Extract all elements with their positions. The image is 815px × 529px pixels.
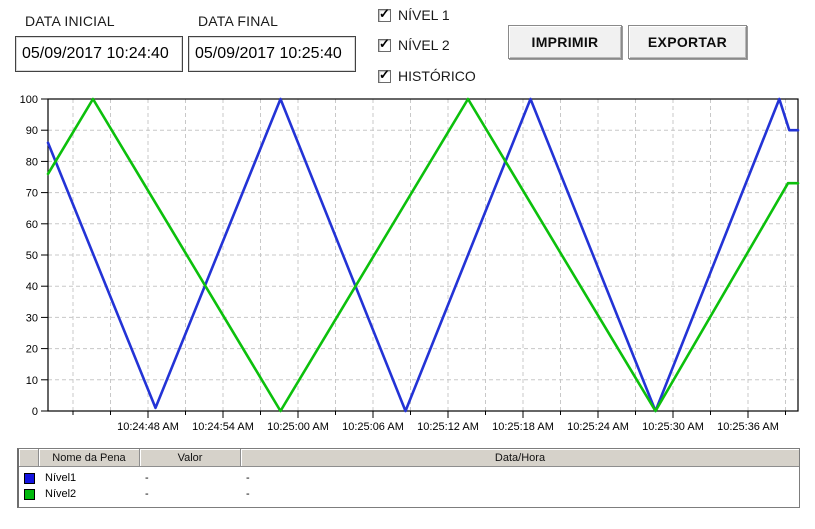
svg-text:10:24:48 AM: 10:24:48 AM [117, 421, 179, 433]
svg-text:30: 30 [26, 312, 38, 324]
pen-datetime: - [246, 488, 250, 500]
pen-name: Nível2 [45, 488, 77, 500]
svg-text:80: 80 [26, 156, 38, 168]
svg-text:10:25:30 AM: 10:25:30 AM [642, 421, 704, 433]
svg-text:10:25:12 AM: 10:25:12 AM [417, 421, 479, 433]
svg-text:10:25:18 AM: 10:25:18 AM [492, 421, 554, 433]
pen-table-header: Nome da Pena Valor Data/Hora [19, 449, 799, 467]
checkbox-historico-label: HISTÓRICO [398, 68, 476, 84]
exportar-button[interactable]: EXPORTAR [628, 25, 747, 59]
svg-text:10: 10 [26, 375, 38, 387]
data-inicial-label: DATA INICIAL [25, 13, 115, 29]
checkmark-icon: ✓ [379, 35, 390, 51]
checkbox-nivel-2-label: NÍVEL 2 [398, 37, 450, 53]
column-header-nome-da-pena[interactable]: Nome da Pena [39, 449, 140, 466]
table-row-nivel2[interactable]: Nível2 - - [19, 486, 799, 502]
svg-text:10:25:36 AM: 10:25:36 AM [717, 421, 779, 433]
svg-text:100: 100 [20, 94, 38, 106]
pen-value: - [145, 488, 149, 500]
checkbox-historico-box[interactable]: ✓ [378, 66, 391, 83]
svg-text:10:24:54 AM: 10:24:54 AM [192, 421, 254, 433]
svg-text:10:25:24 AM: 10:25:24 AM [567, 421, 629, 433]
svg-text:50: 50 [26, 250, 38, 262]
data-final-input[interactable]: 05/09/2017 10:25:40 [188, 36, 356, 72]
svg-text:10:25:00 AM: 10:25:00 AM [267, 421, 329, 433]
svg-text:70: 70 [26, 188, 38, 200]
checkmark-icon: ✓ [379, 5, 390, 21]
trend-chart: 10:24:48 AM 10:24:54 AM 10:25:00 AM 10:25:0… [20, 94, 800, 433]
column-header-color[interactable] [19, 449, 39, 466]
column-header-data-hora[interactable]: Data/Hora [241, 449, 799, 466]
data-inicial-input[interactable]: 05/09/2017 10:24:40 [15, 36, 183, 72]
checkbox-nivel-1-label: NÍVEL 1 [398, 7, 450, 23]
svg-text:90: 90 [26, 125, 38, 137]
data-final-label: DATA FINAL [198, 13, 279, 29]
checkbox-historico[interactable]: ✓ HISTÓRICO [378, 68, 476, 84]
checkbox-nivel-2-box[interactable]: ✓ [378, 35, 391, 52]
nivel2-color-swatch [23, 488, 35, 500]
column-header-valor[interactable]: Valor [140, 449, 241, 466]
checkbox-nivel-1-box[interactable]: ✓ [378, 5, 391, 22]
svg-text:0: 0 [32, 406, 38, 418]
checkmark-icon: ✓ [379, 66, 390, 82]
svg-text:20: 20 [26, 344, 38, 356]
pen-datetime: - [246, 472, 250, 484]
table-row-nivel1[interactable]: Nível1 - - [19, 470, 799, 486]
pen-value: - [145, 472, 149, 484]
pen-table: Nome da Pena Valor Data/Hora Nível1 - - … [17, 448, 800, 508]
checkbox-nivel-1[interactable]: ✓ NÍVEL 1 [378, 7, 450, 23]
svg-text:10:25:06 AM: 10:25:06 AM [342, 421, 404, 433]
imprimir-button[interactable]: IMPRIMIR [508, 25, 622, 59]
svg-text:60: 60 [26, 219, 38, 231]
checkbox-nivel-2[interactable]: ✓ NÍVEL 2 [378, 37, 450, 53]
svg-text:40: 40 [26, 281, 38, 293]
nivel1-color-swatch [23, 472, 35, 484]
pen-name: Nível1 [45, 472, 77, 484]
